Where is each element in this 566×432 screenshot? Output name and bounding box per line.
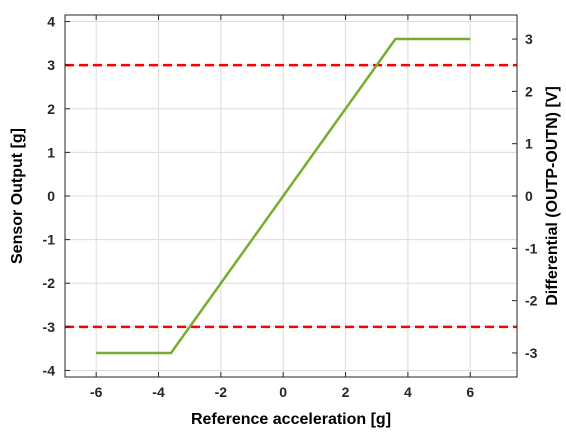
y-tick-label: 0	[47, 188, 55, 204]
y-right-tick-label: 0	[525, 188, 533, 204]
x-tick-label: 6	[466, 384, 474, 400]
y-tick-label: -1	[43, 232, 56, 248]
y-tick-label: 4	[47, 14, 55, 30]
series-line	[96, 37, 471, 355]
x-tick-label: 4	[404, 384, 412, 400]
axis-ticks: -6 -4 -2 0 2 4 6 -4 -3 -2 -1 0 1 2 3 4 -3 -2 -1 0 1 2 3	[43, 14, 538, 400]
y-tick-label: -2	[43, 275, 56, 291]
y-tick-label: -4	[43, 362, 56, 378]
y-right-tick-label: -3	[525, 345, 538, 361]
y-right-tick-label: -1	[525, 240, 538, 256]
y-axis-label-left: Sensor Output [g]	[9, 128, 26, 264]
y-right-tick-label: 1	[525, 136, 533, 152]
x-tick-label: -4	[152, 384, 165, 400]
y-right-tick-label: -2	[525, 293, 538, 309]
series-lines	[96, 37, 471, 355]
y-axis-label-right: Differential (OUTP-OUTN) [V]	[544, 86, 561, 306]
x-tick-label: -2	[215, 384, 228, 400]
y-right-tick-label: 2	[525, 83, 533, 99]
y-tick-label: 1	[47, 144, 55, 160]
y-tick-label: 3	[47, 57, 55, 73]
y-right-tick-label: 3	[525, 31, 533, 47]
reference-lines	[65, 63, 517, 329]
x-tick-label: -6	[90, 384, 103, 400]
y-tick-label: -3	[43, 319, 56, 335]
x-axis-label: Reference acceleration [g]	[191, 411, 391, 428]
y-tick-label: 2	[47, 101, 55, 117]
x-tick-label: 2	[342, 384, 350, 400]
x-tick-label: 0	[279, 384, 287, 400]
